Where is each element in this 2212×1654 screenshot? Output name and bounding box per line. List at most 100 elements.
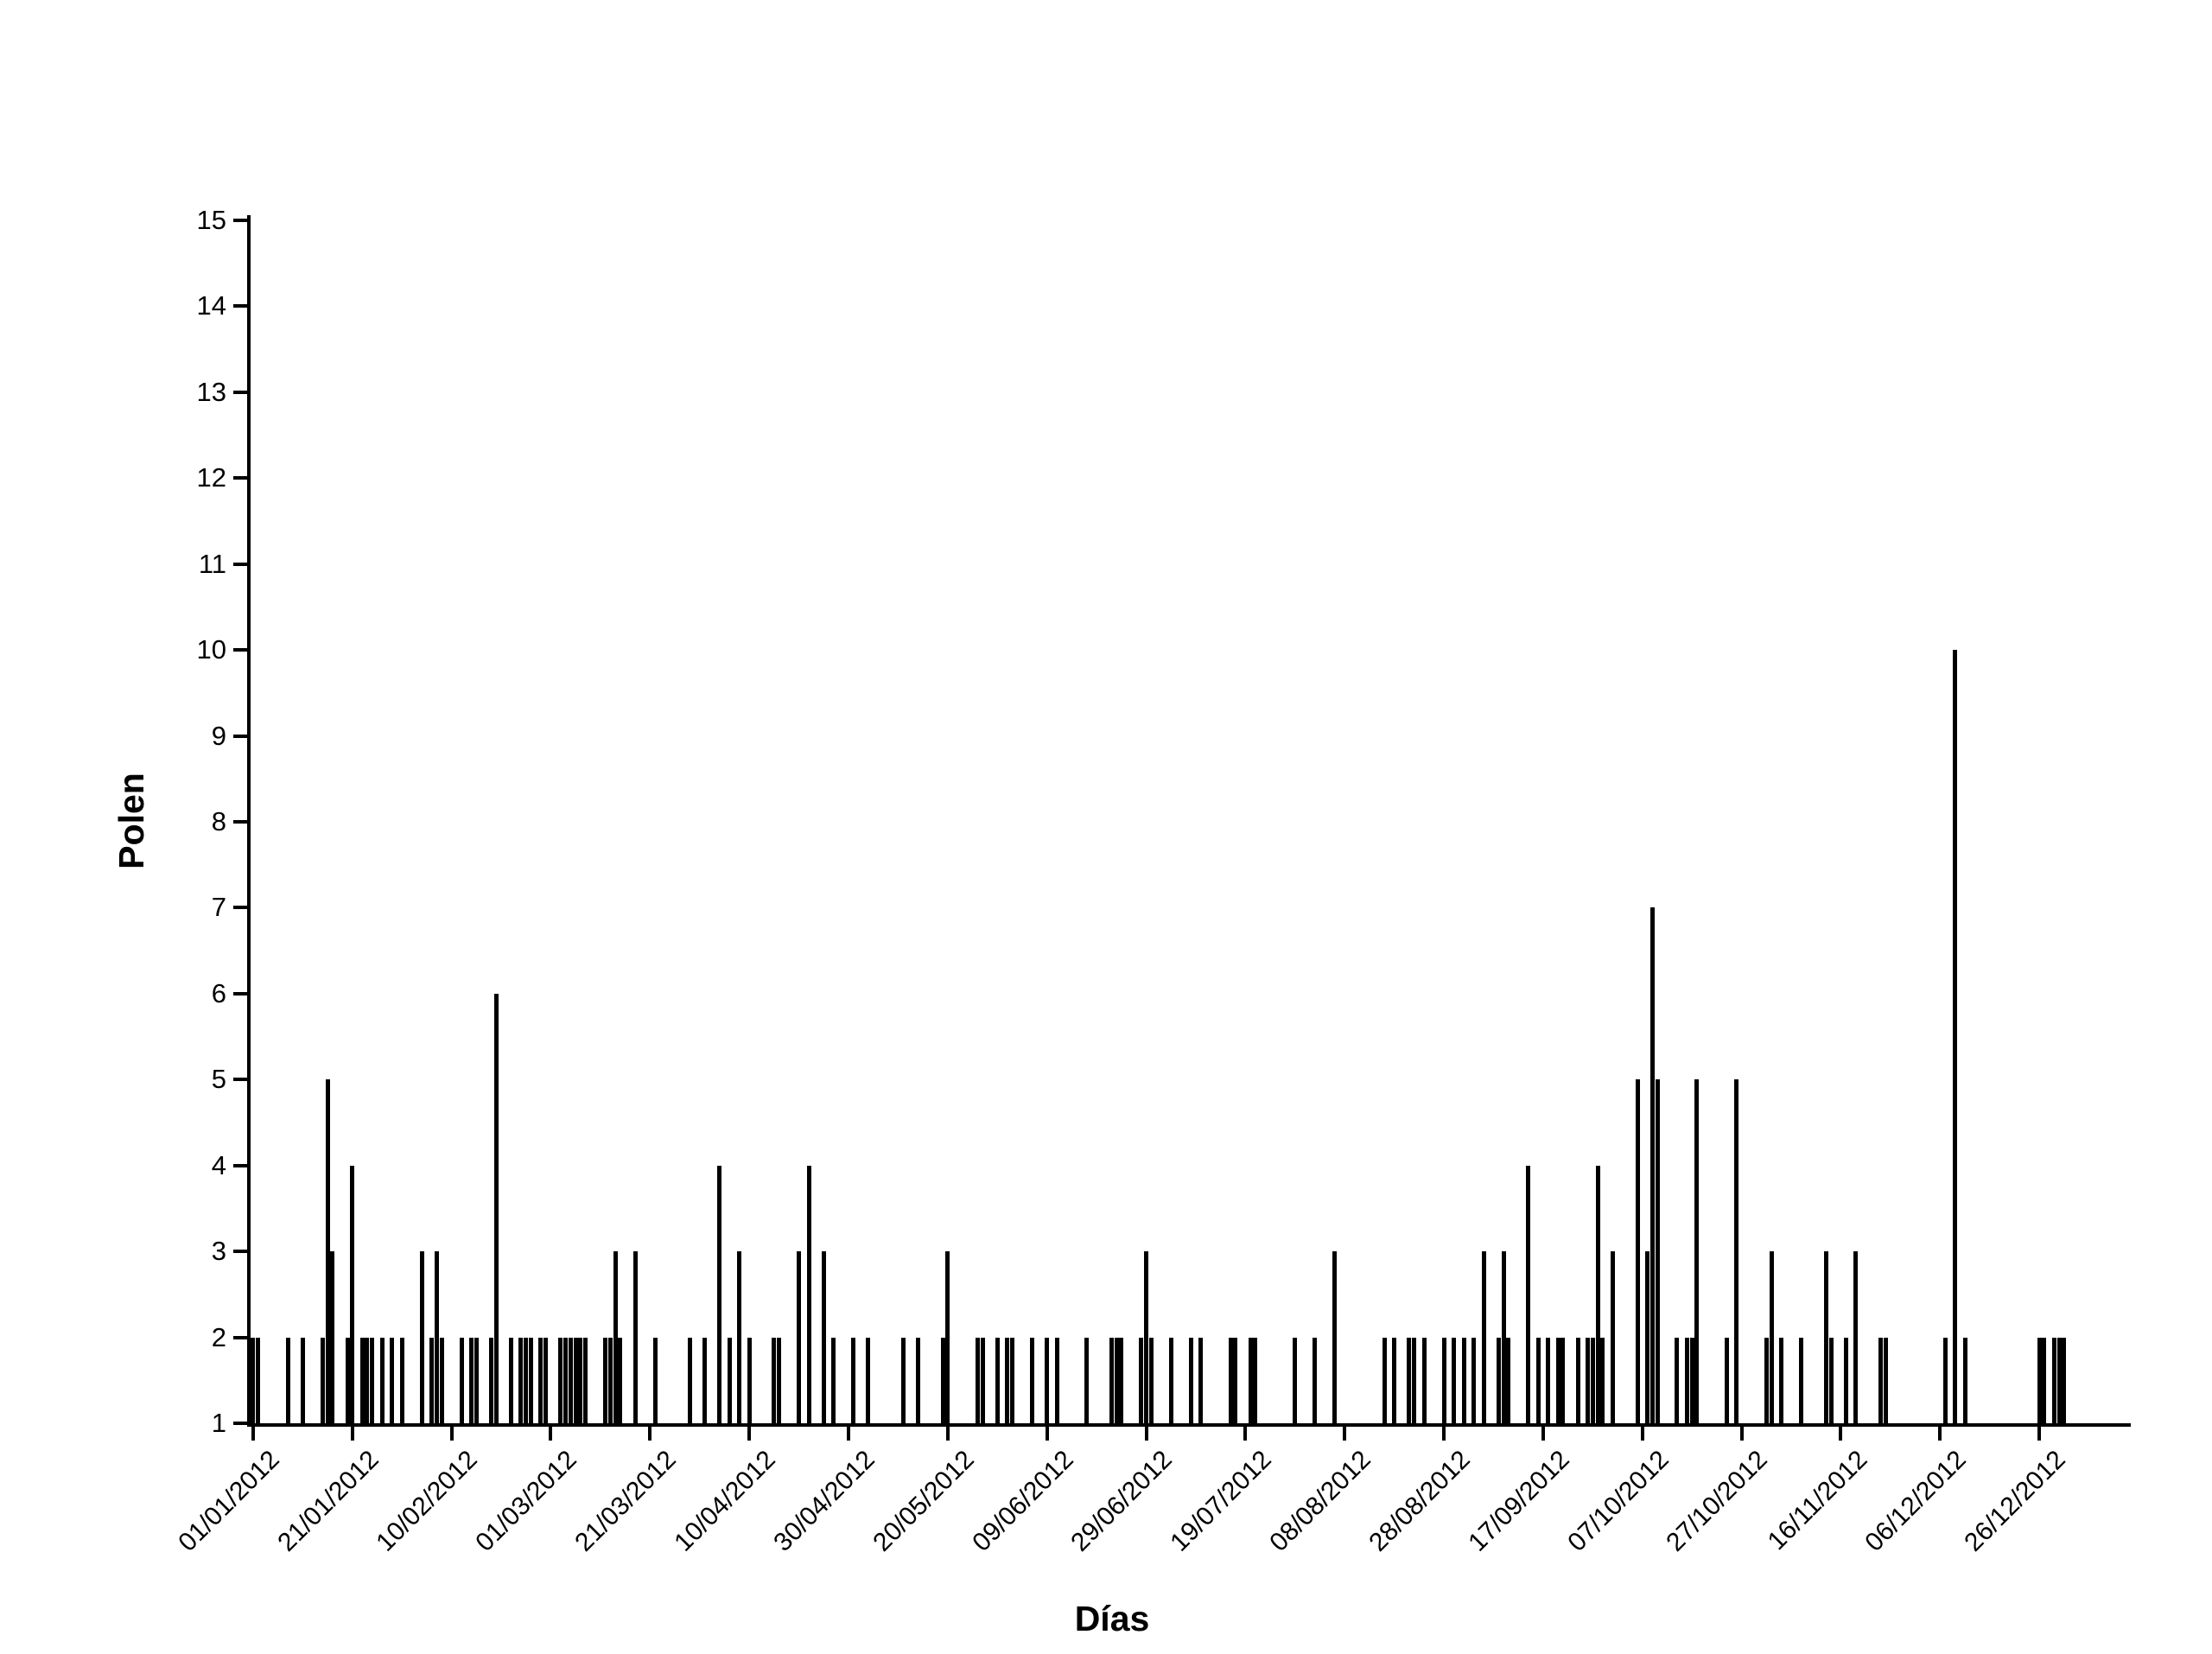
bar-09-10-2012 — [1649, 907, 1655, 1423]
bar-17-06-2012 — [1084, 1337, 1090, 1423]
bar-16-07-2012 — [1228, 1337, 1233, 1423]
x-tick-mark — [1144, 1427, 1148, 1441]
x-tick-mark — [1243, 1427, 1248, 1441]
x-tick-label: 10/04/2012 — [669, 1445, 781, 1557]
bar-01-10-2012 — [1610, 1251, 1615, 1423]
bar-02-08-2012 — [1313, 1337, 1318, 1423]
bar-16-04-2012 — [777, 1337, 782, 1423]
x-tick-mark — [1938, 1427, 1942, 1441]
bar-11-06-2012 — [1054, 1337, 1059, 1423]
y-tick-mark — [233, 906, 247, 910]
x-tick-mark — [1739, 1427, 1744, 1441]
bar-16-09-2012 — [1535, 1337, 1541, 1423]
x-tick-mark — [1045, 1427, 1049, 1441]
y-tick-label: 7 — [211, 892, 226, 923]
x-tick-mark — [648, 1427, 652, 1441]
x-tick-label: 28/08/2012 — [1363, 1445, 1476, 1557]
bar-17-11-2012 — [1843, 1337, 1848, 1423]
bar-29-02-2012 — [543, 1337, 549, 1423]
bar-01-01-2012 — [251, 1337, 256, 1423]
bar-07-02-2012 — [434, 1251, 439, 1423]
bar-26-10-2012 — [1734, 1079, 1739, 1423]
bar-09-06-2012 — [1045, 1337, 1050, 1423]
bar-04-07-2012 — [1168, 1337, 1173, 1423]
bar-04-11-2012 — [1779, 1337, 1784, 1423]
x-tick-label: 08/08/2012 — [1264, 1445, 1376, 1557]
x-tick-label: 09/06/2012 — [966, 1445, 1079, 1557]
bar-21-09-2012 — [1560, 1337, 1566, 1423]
y-tick-mark — [233, 1250, 247, 1254]
x-tick-mark — [1541, 1427, 1545, 1441]
bar-21-08-2012 — [1407, 1337, 1412, 1423]
x-axis-title: Días — [1074, 1599, 1150, 1638]
y-tick-label: 2 — [211, 1321, 226, 1352]
bar-05-03-2012 — [568, 1337, 573, 1423]
x-tick-label: 19/07/2012 — [1165, 1445, 1278, 1557]
bar-08-07-2012 — [1188, 1337, 1193, 1423]
bar-14-05-2012 — [915, 1337, 920, 1423]
bar-20-01-2012 — [345, 1337, 350, 1423]
bar-24-01-2012 — [365, 1337, 370, 1423]
bar-04-02-2012 — [419, 1251, 424, 1423]
y-axis-title: Polen — [111, 773, 151, 869]
bar-15-04-2012 — [772, 1337, 777, 1423]
bar-29-06-2012 — [1144, 1251, 1149, 1423]
bar-30-06-2012 — [1148, 1337, 1154, 1423]
bar-06-04-2012 — [727, 1337, 732, 1423]
bar-29-09-2012 — [1600, 1337, 1605, 1423]
bar-15-03-2012 — [618, 1337, 623, 1423]
bar-08-09-2012 — [1496, 1337, 1501, 1423]
bar-10-09-2012 — [1506, 1337, 1511, 1423]
bar-31-01-2012 — [399, 1337, 404, 1423]
y-tick-mark — [233, 1078, 247, 1082]
bar-29-01-2012 — [390, 1337, 395, 1423]
bar-30-12-2012 — [2056, 1337, 2062, 1423]
bar-14-03-2012 — [613, 1251, 618, 1423]
bar-24-11-2012 — [1878, 1337, 1883, 1423]
bar-23-06-2012 — [1114, 1337, 1119, 1423]
x-tick-label: 17/09/2012 — [1463, 1445, 1575, 1557]
bar-27-12-2012 — [2042, 1337, 2047, 1423]
x-tick-label: 01/01/2012 — [172, 1445, 285, 1557]
bar-28-08-2012 — [1441, 1337, 1446, 1423]
x-tick-mark — [1343, 1427, 1347, 1441]
bar-26-05-2012 — [975, 1337, 980, 1423]
y-tick-label: 15 — [196, 204, 226, 235]
bar-18-08-2012 — [1392, 1337, 1397, 1423]
bar-15-02-2012 — [474, 1337, 479, 1423]
y-tick-label: 11 — [198, 548, 226, 579]
bar-14-09-2012 — [1526, 1165, 1531, 1423]
y-tick-label: 8 — [211, 805, 226, 837]
y-tick-mark — [233, 390, 247, 394]
bar-04-04-2012 — [717, 1165, 722, 1423]
x-tick-mark — [2037, 1427, 2042, 1441]
bar-28-02-2012 — [538, 1337, 543, 1423]
x-tick-label: 10/02/2012 — [371, 1445, 484, 1557]
x-tick-label: 06/12/2012 — [1859, 1445, 1972, 1557]
bar-29-12-2012 — [2051, 1337, 2056, 1423]
bar-18-03-2012 — [632, 1251, 638, 1423]
bar-19-05-2012 — [940, 1337, 945, 1423]
bar-19-11-2012 — [1853, 1251, 1859, 1423]
bar-30-05-2012 — [995, 1337, 1000, 1423]
bar-19-02-2012 — [493, 993, 499, 1423]
y-tick-label: 9 — [211, 720, 226, 751]
bar-12-03-2012 — [603, 1337, 608, 1423]
bar-08-02-2012 — [439, 1337, 444, 1423]
bar-06-02-2012 — [429, 1337, 435, 1423]
bar-27-04-2012 — [831, 1337, 836, 1423]
x-tick-label: 21/01/2012 — [271, 1445, 385, 1557]
bar-27-05-2012 — [980, 1337, 985, 1423]
bar-02-11-2012 — [1769, 1251, 1774, 1423]
y-axis-line — [247, 214, 251, 1427]
y-tick-label: 10 — [196, 634, 226, 665]
x-tick-mark — [747, 1427, 752, 1441]
y-tick-mark — [233, 1163, 247, 1167]
bar-25-11-2012 — [1883, 1337, 1888, 1423]
x-tick-label: 27/10/2012 — [1661, 1445, 1774, 1557]
x-tick-mark — [1640, 1427, 1644, 1441]
bar-24-02-2012 — [518, 1337, 524, 1423]
bar-21-07-2012 — [1253, 1337, 1258, 1423]
x-tick-label: 29/06/2012 — [1065, 1445, 1179, 1557]
